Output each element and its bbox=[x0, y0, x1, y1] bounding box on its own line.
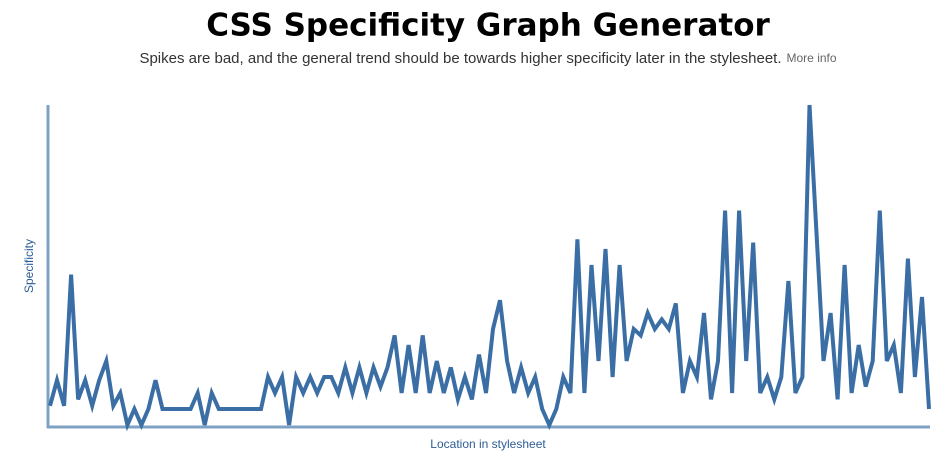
subtitle: Spikes are bad, and the general trend sh… bbox=[139, 50, 781, 67]
subtitle-line: Spikes are bad, and the general trend sh… bbox=[139, 50, 836, 67]
more-info-link[interactable]: More info bbox=[787, 51, 837, 65]
chart-title: CSS Specificity Graph Generator bbox=[206, 8, 770, 44]
x-axis-label: Location in stylesheet bbox=[430, 437, 546, 451]
specificity-line bbox=[48, 104, 931, 432]
y-axis-label: Specificity bbox=[22, 239, 36, 293]
